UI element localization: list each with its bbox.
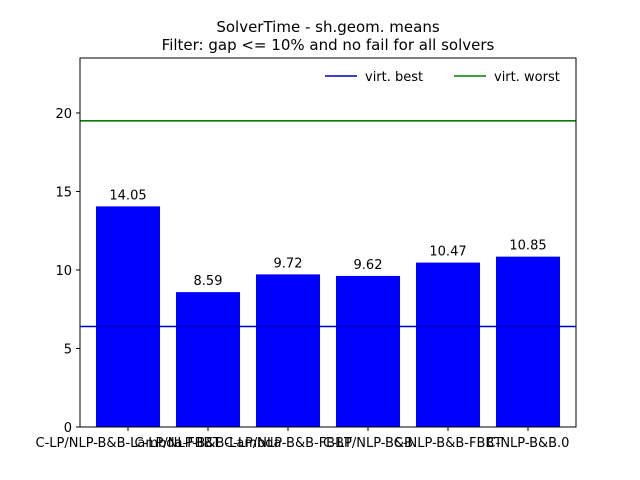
- bar: [496, 256, 560, 427]
- x-tick-label: C-NLP-B&B.0: [487, 436, 570, 451]
- x-axis: C-LP/NLP-B&B-Lambda-FBBTC-LP/NLP-B&B-Lam…: [36, 427, 570, 451]
- y-tick-label: 0: [64, 421, 72, 436]
- y-tick-label: 5: [64, 342, 72, 357]
- reference-lines: [80, 120, 576, 328]
- x-tick-label: C-LP/NLP-B&B-Lambda-FBBT: [36, 436, 221, 451]
- bar: [416, 262, 480, 427]
- bar-value-label: 9.62: [354, 258, 383, 273]
- x-tick-label: C-LP/NLP-B&B: [323, 436, 413, 451]
- bar: [256, 274, 320, 427]
- legend-label: virt. best: [365, 70, 423, 85]
- bar: [336, 275, 400, 427]
- bar-value-label: 8.59: [194, 274, 223, 289]
- plot-frame: [79, 57, 577, 428]
- legend: virt. best virt. worst: [325, 70, 560, 85]
- bar-value-label: 9.72: [274, 256, 303, 271]
- bar-value-label: 14.05: [109, 188, 146, 203]
- legend-label: virt. worst: [494, 70, 560, 85]
- bar: [176, 292, 240, 427]
- x-tick-label: C-NLP-B&B-FBBT: [394, 436, 502, 451]
- y-axis: 0 5 10 15 20: [55, 107, 80, 436]
- y-tick-label: 15: [55, 185, 72, 200]
- bar: [96, 206, 160, 427]
- bar-value-labels: 14.05 8.59 9.72 9.62 10.47 10.85: [109, 188, 546, 289]
- x-tick-label: C-LP/NLP-B&B-Lambda: [135, 436, 282, 451]
- x-tick-label: C-LP/NLP-B&B-FBBT: [224, 436, 352, 451]
- bar-value-label: 10.85: [509, 239, 546, 254]
- y-tick-label: 20: [55, 107, 72, 122]
- y-tick-label: 10: [55, 264, 72, 279]
- chart-subtitle: Filter: gap <= 10% and no fail for all s…: [162, 36, 495, 54]
- chart-title: SolverTime - sh.geom. means: [216, 18, 440, 36]
- bar-value-label: 10.47: [429, 245, 466, 260]
- bars: [96, 206, 560, 427]
